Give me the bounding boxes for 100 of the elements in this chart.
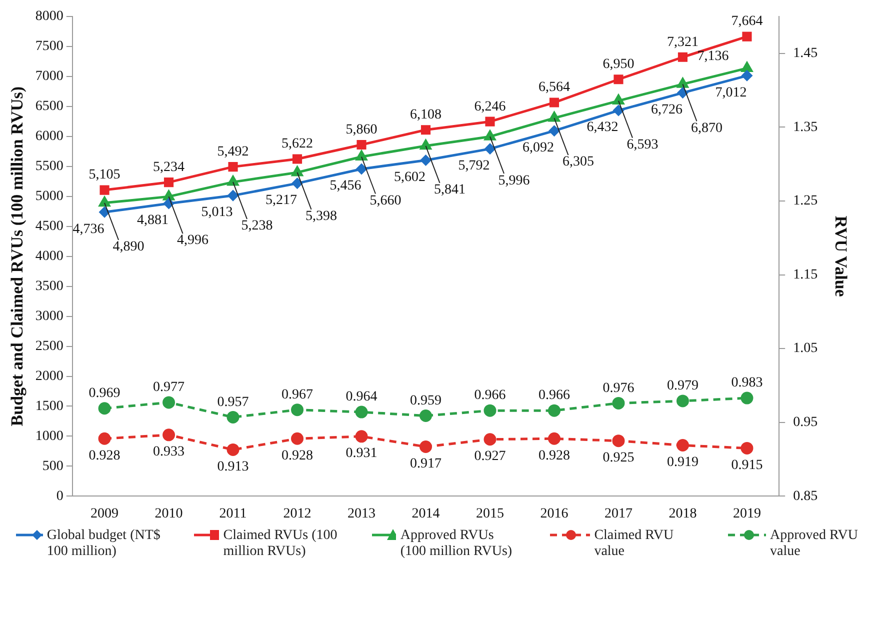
data-label: 0.933	[153, 444, 185, 460]
point	[420, 154, 431, 166]
point	[98, 196, 110, 207]
data-label: 5,398	[306, 209, 338, 224]
x-tick-label: 2011	[219, 506, 247, 522]
data-label: 0.969	[88, 386, 120, 402]
data-label: 0.979	[666, 378, 698, 394]
point	[613, 105, 624, 116]
point	[99, 206, 110, 218]
data-label: 0.927	[474, 449, 506, 464]
point	[356, 140, 366, 150]
y-tick-label: 3500	[35, 278, 64, 294]
data-label: 6,246	[474, 99, 506, 114]
point	[291, 432, 304, 445]
data-label: 6,870	[690, 120, 722, 136]
data-label: 0.959	[410, 393, 442, 408]
legend-label: Approved RVUs (100 million RVUs)	[400, 528, 514, 560]
point	[484, 144, 496, 154]
data-label: 0.925	[602, 450, 634, 466]
x-tick-label: 2009	[90, 506, 119, 522]
legend-label: Global budget (NT$ 100 million)	[46, 528, 162, 560]
point	[548, 126, 560, 136]
y-tick-label: 5000	[35, 188, 64, 204]
point	[484, 433, 496, 446]
x-tick-label: 2017	[604, 506, 632, 522]
point	[98, 402, 111, 415]
data-label: 6,726	[650, 102, 682, 118]
data-label: 0.915	[731, 458, 763, 473]
point	[292, 178, 303, 189]
data-label: 5,492	[217, 144, 249, 160]
point	[676, 394, 689, 408]
data-label: 6,593	[626, 137, 658, 152]
point	[228, 190, 238, 201]
data-label: 6,564	[538, 80, 570, 96]
point	[740, 442, 754, 454]
point	[420, 440, 432, 453]
y2-tick-label: 1.45	[793, 46, 818, 61]
point	[548, 112, 560, 122]
x-tick-label: 2019	[732, 506, 761, 522]
point	[355, 430, 368, 443]
data-label: 5,622	[282, 136, 314, 152]
y-tick-label: 6500	[35, 99, 64, 114]
point	[677, 88, 688, 98]
data-label: 0.966	[538, 388, 570, 404]
y-tick-label: 6000	[35, 129, 64, 144]
data-label: 6,950	[602, 57, 634, 72]
y-tick-label: 4000	[35, 248, 64, 264]
x-tick-label: 2014	[412, 506, 440, 522]
data-label: 5,602	[394, 170, 426, 185]
point	[484, 130, 496, 140]
legend-label: Approved RVU value	[770, 528, 859, 560]
data-label: 4,881	[137, 213, 169, 228]
data-label: 5,792	[458, 158, 490, 174]
point	[162, 396, 176, 409]
legend-label: Claimed RVUs (100 million RVUs)	[223, 528, 338, 560]
data-label: 5,860	[346, 122, 378, 138]
point	[228, 162, 238, 172]
point	[484, 404, 496, 417]
y2-tick-label: 0.85	[793, 488, 818, 504]
data-label: 0.966	[474, 388, 506, 404]
data-label: 0.928	[282, 448, 314, 464]
point	[420, 125, 431, 135]
point	[227, 176, 239, 186]
y-tick-label: 3000	[35, 308, 64, 324]
data-label: 7,321	[666, 34, 698, 50]
point	[676, 439, 689, 452]
point	[226, 410, 240, 424]
data-label: 0.976	[602, 380, 634, 396]
data-label: 7,012	[715, 85, 747, 100]
point	[98, 432, 111, 445]
point	[420, 409, 432, 422]
y2-tick-label: 1.25	[793, 194, 818, 209]
data-label: 5,105	[88, 168, 120, 183]
point	[485, 116, 495, 126]
point	[164, 178, 174, 188]
data-label: 5,660	[370, 193, 402, 208]
point	[100, 185, 110, 195]
point	[614, 74, 624, 84]
data-label: 4,890	[112, 240, 144, 255]
y-tick-label: 5500	[35, 159, 64, 174]
point	[549, 98, 560, 108]
y-tick-label: 1500	[35, 398, 64, 414]
y-tick-label: 500	[42, 458, 64, 474]
point	[612, 94, 624, 105]
point	[548, 432, 560, 445]
y2-tick-label: 1.05	[793, 341, 818, 356]
y-tick-label: 0	[56, 488, 64, 504]
data-label: 0.928	[88, 448, 120, 464]
data-label: 0.931	[346, 446, 378, 462]
data-label: 0.928	[538, 448, 570, 464]
y-tick-label: 7500	[35, 39, 64, 54]
data-label: 5,841	[434, 182, 466, 198]
y2-tick-label: 1.15	[793, 267, 818, 282]
point	[292, 154, 302, 164]
point	[742, 32, 752, 42]
point	[548, 404, 560, 417]
x-tick-label: 2012	[283, 506, 312, 522]
legend-label: Claimed RVU value	[594, 528, 675, 560]
data-label: 6,305	[562, 154, 594, 170]
point	[162, 428, 176, 442]
